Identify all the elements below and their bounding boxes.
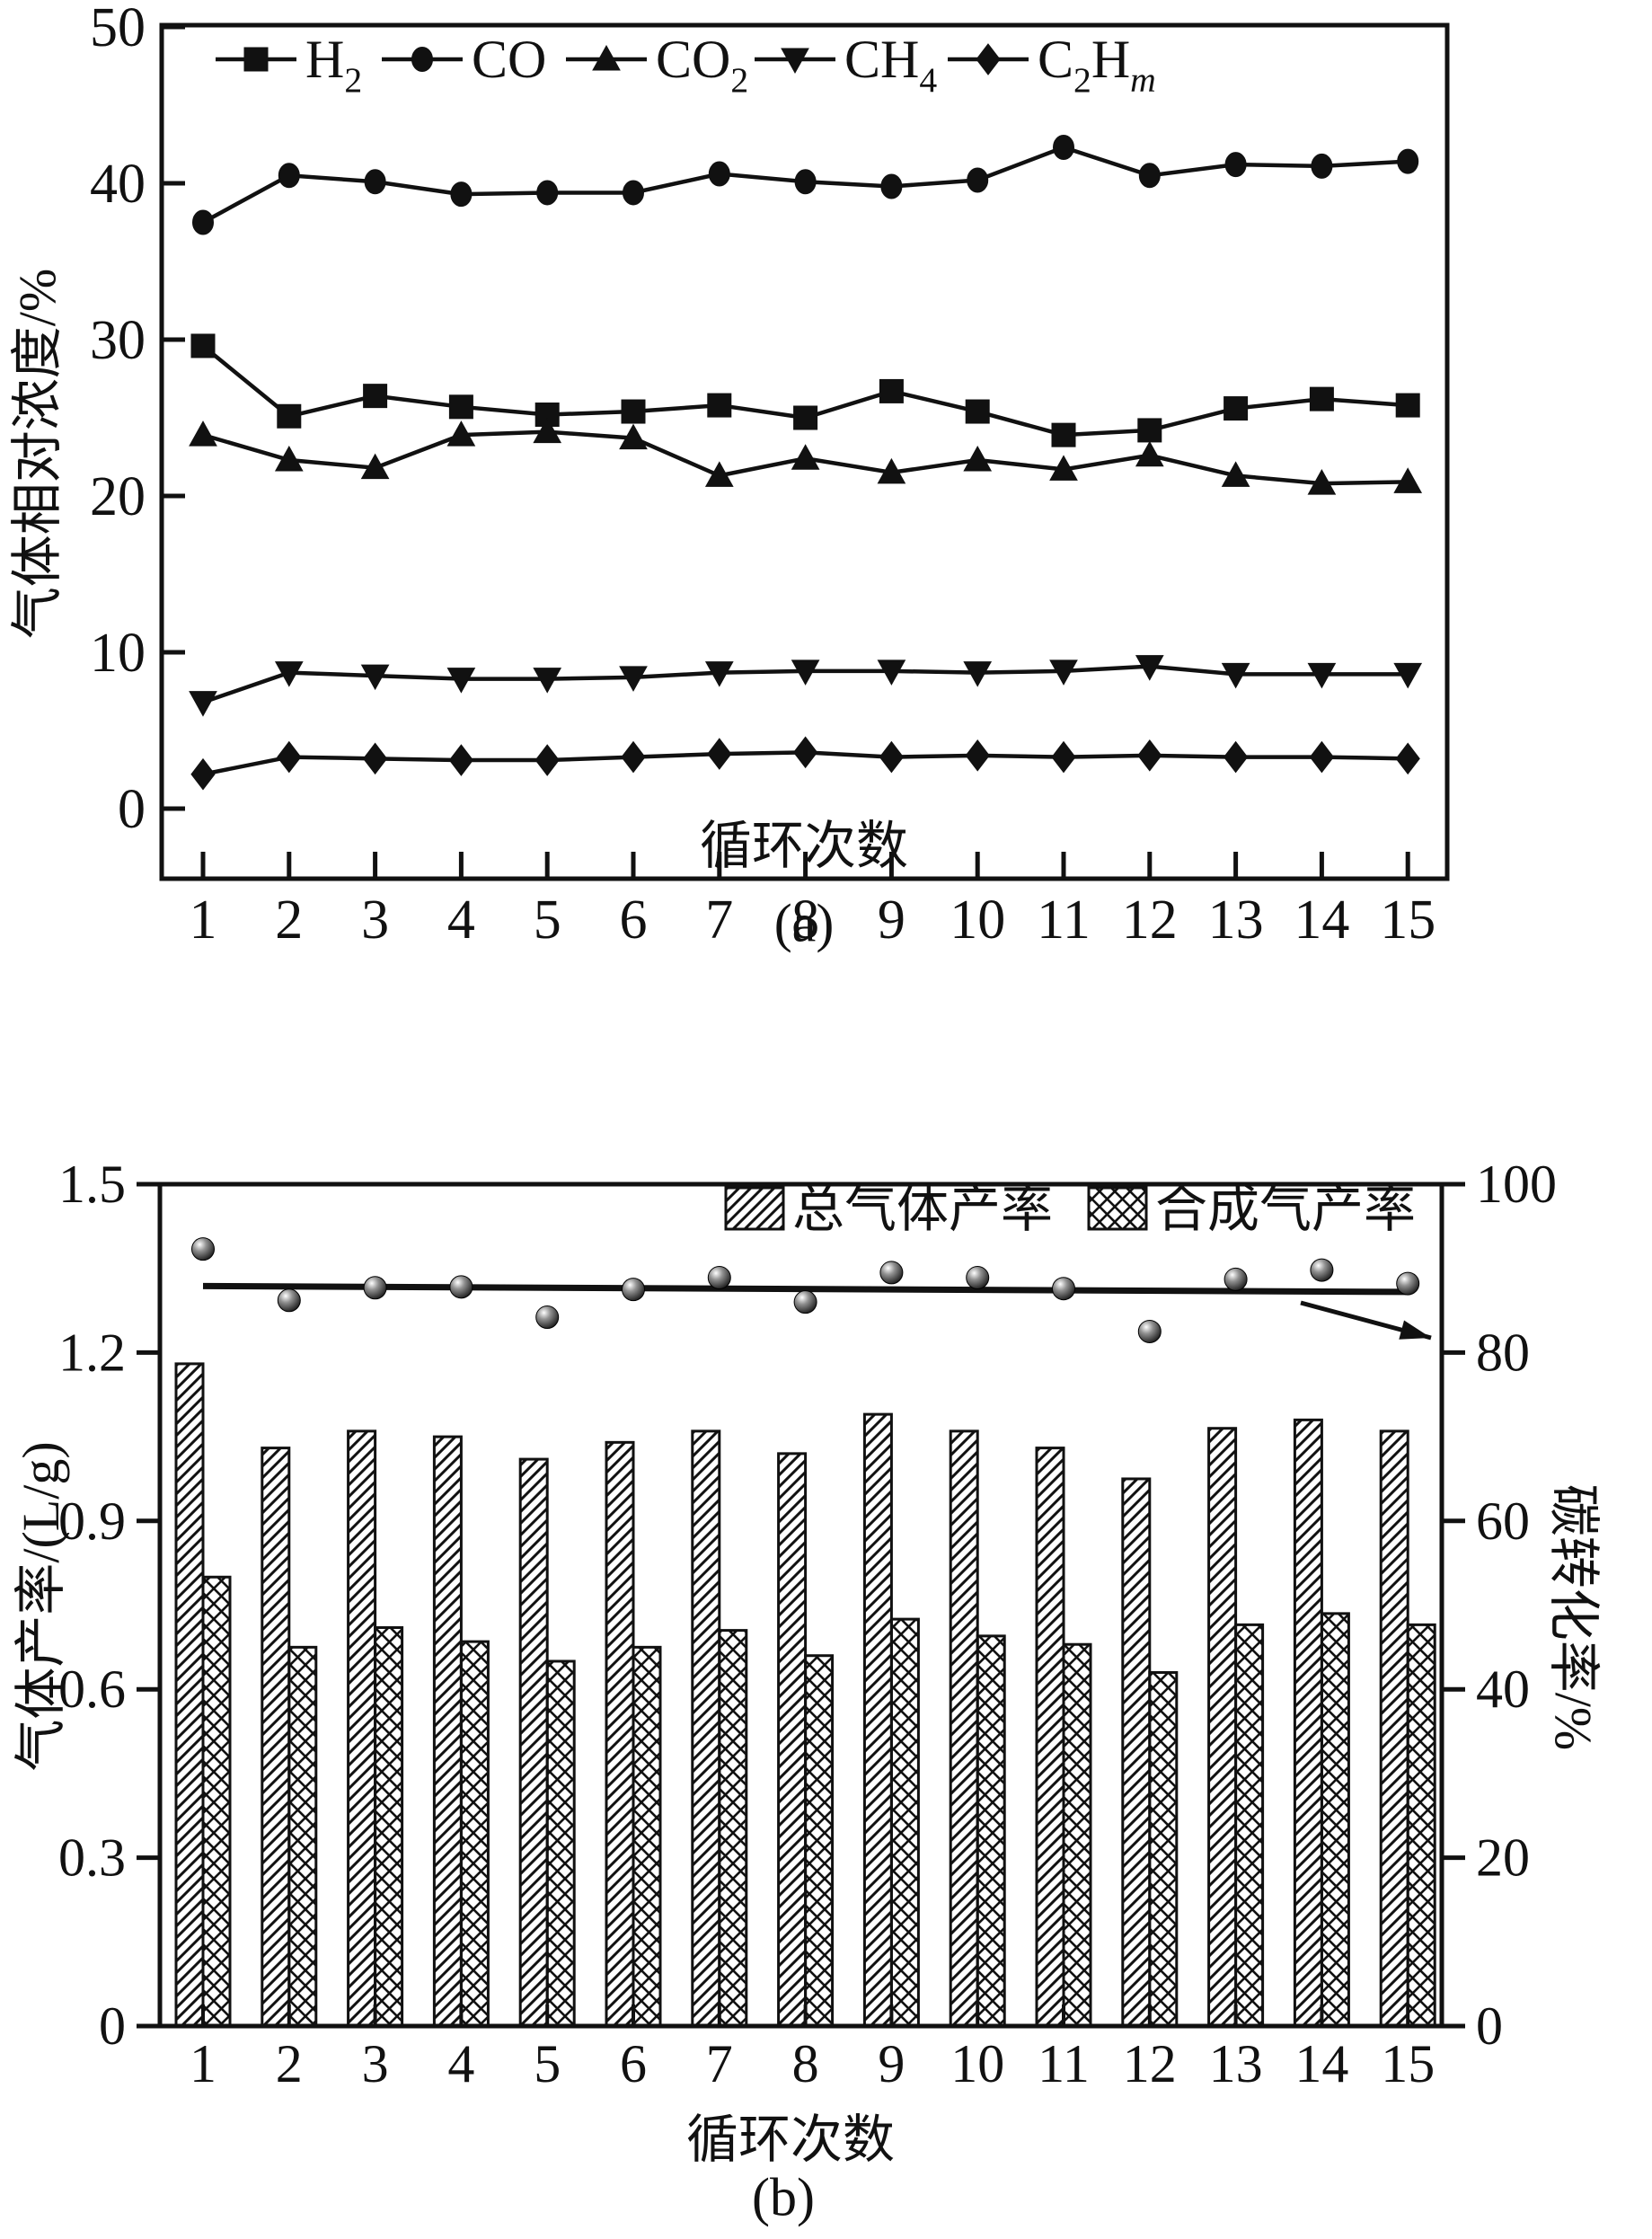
svg-text:60: 60	[1476, 1491, 1530, 1551]
svg-text:0.3: 0.3	[58, 1828, 126, 1888]
svg-text:40: 40	[1476, 1659, 1530, 1719]
svg-text:15: 15	[1380, 889, 1436, 951]
svg-text:12: 12	[1122, 889, 1178, 951]
panel-a-y-axis-title: 气体相对浓度/%	[8, 268, 66, 640]
svg-text:30: 30	[90, 310, 146, 371]
svg-text:7: 7	[705, 889, 733, 951]
svg-text:1.2: 1.2	[58, 1323, 126, 1382]
series-H2	[190, 333, 1420, 447]
svg-text:合成气产率: 合成气产率	[1155, 1180, 1416, 1238]
svg-text:0: 0	[99, 1996, 126, 2056]
svg-text:5: 5	[534, 889, 561, 951]
bar-series-total-gas-yield	[174, 1362, 1409, 2028]
svg-text:8: 8	[791, 889, 819, 951]
svg-text:1: 1	[190, 889, 217, 951]
svg-text:4: 4	[447, 889, 475, 951]
scatter-series-carbon-conversion	[191, 1237, 1420, 1343]
svg-text:3: 3	[362, 2034, 389, 2093]
bar-series-syngas-yield	[201, 1575, 1436, 2028]
series-CO2	[189, 417, 1423, 495]
conversion-trend-line	[202, 1282, 1409, 1296]
svg-text:6: 6	[620, 2034, 647, 2093]
svg-text:40: 40	[90, 154, 146, 215]
svg-text:0.6: 0.6	[58, 1659, 126, 1719]
svg-text:13: 13	[1209, 2034, 1263, 2093]
svg-text:11: 11	[1037, 889, 1091, 951]
svg-text:20: 20	[1476, 1828, 1530, 1888]
svg-text:C2Hm: C2Hm	[1038, 30, 1156, 100]
svg-text:CO2: CO2	[656, 30, 748, 100]
svg-text:5: 5	[534, 2034, 561, 2093]
svg-text:0: 0	[118, 779, 146, 840]
svg-text:6: 6	[620, 889, 648, 951]
svg-text:1: 1	[190, 2034, 216, 2093]
series-CO	[192, 134, 1419, 235]
panel-b-left-y-axis-title: 气体产率/(L/g)	[12, 1441, 70, 1772]
svg-text:CH4: CH4	[844, 30, 937, 100]
svg-text:80: 80	[1476, 1323, 1530, 1382]
svg-text:11: 11	[1038, 2034, 1090, 2093]
svg-text:H2: H2	[305, 30, 362, 100]
svg-text:CO: CO	[472, 30, 546, 89]
svg-text:2: 2	[275, 889, 303, 951]
panel-a-caption: (a)	[773, 893, 835, 953]
panel-a-x-axis-title: 循环次数	[699, 817, 909, 875]
svg-text:10: 10	[90, 623, 146, 684]
svg-text:12: 12	[1123, 2034, 1177, 2093]
svg-text:14: 14	[1294, 889, 1349, 951]
panel-a-legend: H2 CO CO2 CH4 C2Hm	[216, 30, 1156, 100]
svg-text:100: 100	[1476, 1155, 1557, 1214]
right-axis-pointer-arrow	[1300, 1300, 1432, 1341]
svg-text:7: 7	[706, 2034, 733, 2093]
svg-text:4: 4	[447, 2034, 474, 2093]
svg-text:9: 9	[878, 889, 906, 951]
series-CH4	[189, 655, 1423, 717]
svg-text:0: 0	[1476, 1996, 1503, 2056]
svg-text:15: 15	[1381, 2034, 1435, 2093]
panel-b-x-axis-title: 循环次数	[685, 2111, 896, 2169]
svg-text:10: 10	[950, 2034, 1004, 2093]
svg-text:8: 8	[792, 2034, 819, 2093]
svg-text:1.5: 1.5	[58, 1155, 126, 1214]
svg-text:2: 2	[276, 2034, 303, 2093]
svg-text:10: 10	[950, 889, 1005, 951]
svg-text:总气体产率: 总气体产率	[792, 1180, 1053, 1238]
svg-text:0.9: 0.9	[58, 1491, 126, 1551]
series-C2Hm	[190, 736, 1420, 791]
panel-b-legend: 总气体产率 合成气产率	[724, 1180, 1416, 1238]
svg-text:3: 3	[361, 889, 389, 951]
panel-b-caption: (b)	[752, 2167, 815, 2227]
panel-b-right-y-axis-title: 碳转化率/%	[1544, 1483, 1603, 1751]
svg-text:20: 20	[90, 466, 146, 527]
svg-text:9: 9	[878, 2034, 905, 2093]
svg-text:50: 50	[90, 0, 146, 58]
svg-text:14: 14	[1294, 2034, 1348, 2093]
svg-text:13: 13	[1208, 889, 1264, 951]
